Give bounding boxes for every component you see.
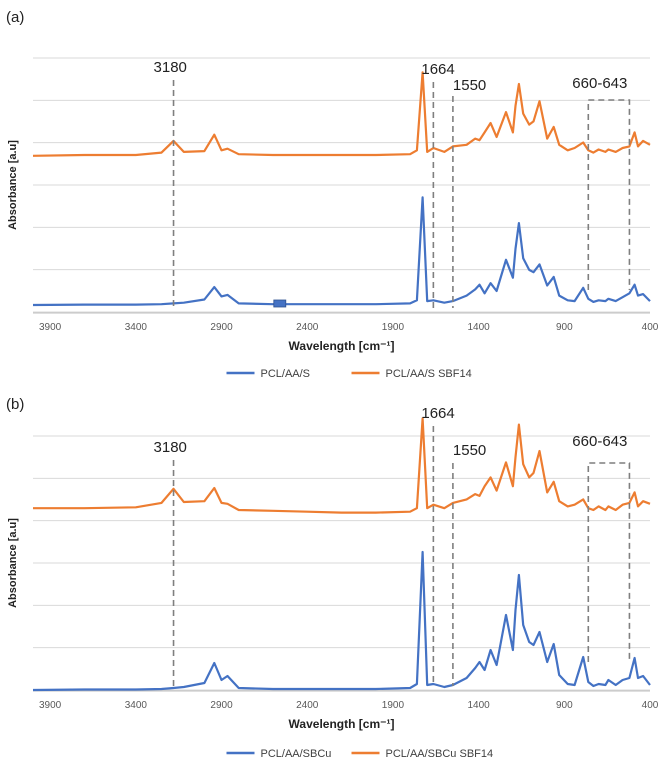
x-tick-label: 1400 <box>467 322 490 333</box>
series-line <box>32 550 651 692</box>
x-axis-label: Wavelength [cm⁻¹] <box>289 339 395 353</box>
panel-label: (a) <box>6 9 24 26</box>
x-tick-label: 400 <box>642 322 659 333</box>
x-tick-label: 1900 <box>382 322 405 333</box>
legend-label: PCL/AA/SBCu SBF14 <box>386 748 494 760</box>
panel-b: 3900 3400 2900 2400 1900 1400 900 400 Wavelength… <box>6 396 659 760</box>
series-line <box>32 196 651 307</box>
annotation-label: 1550 <box>453 77 486 94</box>
annotation-label: 660-643 <box>572 433 627 450</box>
annotation-label: 660-643 <box>572 75 627 92</box>
x-tick-label: 3400 <box>125 322 148 333</box>
annotation-label: 3180 <box>154 439 187 456</box>
legend-label: PCL/AA/S SBF14 <box>386 368 472 380</box>
x-tick-label: 400 <box>642 700 659 711</box>
legend-label: PCL/AA/S <box>261 368 311 380</box>
annotation-bracket <box>587 99 631 290</box>
x-tick-label: 2400 <box>296 700 319 711</box>
x-tick-label: 900 <box>556 322 573 333</box>
x-tick-label: 2400 <box>296 322 319 333</box>
annotation-label: 1664 <box>421 61 454 78</box>
x-tick-label: 3900 <box>39 700 62 711</box>
annotation-label: 1664 <box>421 405 454 422</box>
x-axis-label: Wavelength [cm⁻¹] <box>289 717 395 731</box>
x-tick-label: 900 <box>556 700 573 711</box>
y-axis-label: Absorbance [a.u] <box>7 140 19 230</box>
series-line <box>32 71 651 157</box>
y-axis-label: Absorbance [a.u] <box>7 518 19 608</box>
x-tick-label: 1400 <box>467 700 490 711</box>
x-tick-label: 2900 <box>210 700 233 711</box>
x-tick-label: 3400 <box>125 700 148 711</box>
series-line <box>33 417 651 514</box>
annotation-label: 3180 <box>154 59 187 76</box>
legend-label: PCL/AA/SBCu <box>261 748 332 760</box>
data-marker <box>273 299 287 308</box>
x-tick-label: 2900 <box>210 322 233 333</box>
panel-label: (b) <box>6 396 24 413</box>
panel-a: 3900 3400 2900 2400 1900 1400 900 400 Wavelength… <box>6 9 659 380</box>
annotation-label: 1550 <box>453 442 486 459</box>
x-tick-label: 1900 <box>382 700 405 711</box>
x-tick-label: 3900 <box>39 322 62 333</box>
